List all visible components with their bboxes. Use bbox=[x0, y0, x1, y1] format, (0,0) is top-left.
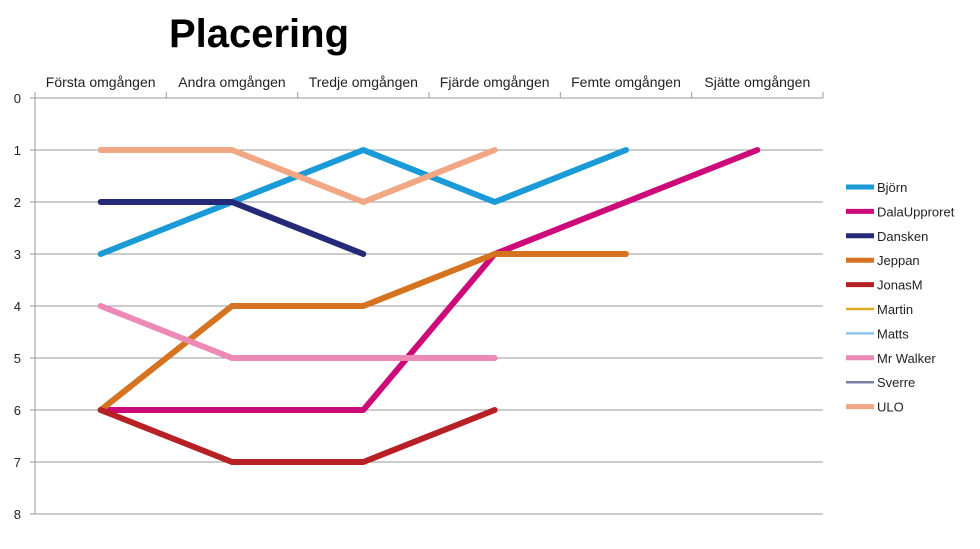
legend-label-ulo: ULO bbox=[877, 400, 904, 415]
series-line-jeppan bbox=[97, 251, 629, 413]
category-label: Första omgången bbox=[46, 74, 156, 90]
category-label: Femte omgången bbox=[571, 74, 681, 90]
series-line-bj-rn bbox=[97, 147, 629, 257]
y-tick-label: 8 bbox=[14, 507, 21, 522]
category-labels: Första omgången Andra omgången Tredje omgå… bbox=[46, 74, 810, 90]
y-tick-label: 2 bbox=[14, 195, 21, 210]
axes bbox=[30, 92, 824, 515]
legend-label-jonasm: JonasM bbox=[877, 278, 923, 293]
category-label: Fjärde omgången bbox=[440, 74, 550, 90]
y-tick-label: 1 bbox=[14, 143, 21, 158]
legend-label-mr-walker: Mr Walker bbox=[877, 351, 936, 366]
series-line-jonasm bbox=[97, 407, 498, 465]
y-tick-label: 5 bbox=[14, 351, 21, 366]
category-label: Tredje omgången bbox=[309, 74, 418, 90]
category-label: Andra omgången bbox=[178, 74, 285, 90]
y-tick-label: 0 bbox=[14, 91, 21, 106]
y-tick-label: 7 bbox=[14, 455, 21, 470]
legend-label-martin: Martin bbox=[877, 302, 913, 317]
category-label: Sjätte omgången bbox=[704, 74, 810, 90]
chart-title: Placering bbox=[169, 12, 349, 56]
series-line-mr-walker bbox=[97, 303, 498, 361]
legend-label-bj-rn: Björn bbox=[877, 180, 907, 195]
series-line-dansken bbox=[97, 199, 367, 257]
legend: Björn DalaUpproret Dansken Jeppan JonasM Mart… bbox=[846, 180, 955, 415]
legend-label-sverre: Sverre bbox=[877, 375, 915, 390]
legend-label-dansken: Dansken bbox=[877, 229, 928, 244]
y-tick-labels: 0 1 2 3 4 5 6 7 8 bbox=[14, 91, 21, 522]
legend-label-matts: Matts bbox=[877, 326, 909, 341]
y-tick-label: 3 bbox=[14, 247, 21, 262]
legend-label-jeppan: Jeppan bbox=[877, 253, 920, 268]
y-tick-label: 6 bbox=[14, 403, 21, 418]
series-lines bbox=[97, 147, 761, 465]
series-line-dalaupproret bbox=[97, 147, 761, 413]
series-line-ulo bbox=[97, 147, 498, 205]
y-tick-label: 4 bbox=[14, 299, 21, 314]
legend-label-dalaupproret: DalaUpproret bbox=[877, 204, 955, 219]
gridlines bbox=[35, 97, 823, 515]
